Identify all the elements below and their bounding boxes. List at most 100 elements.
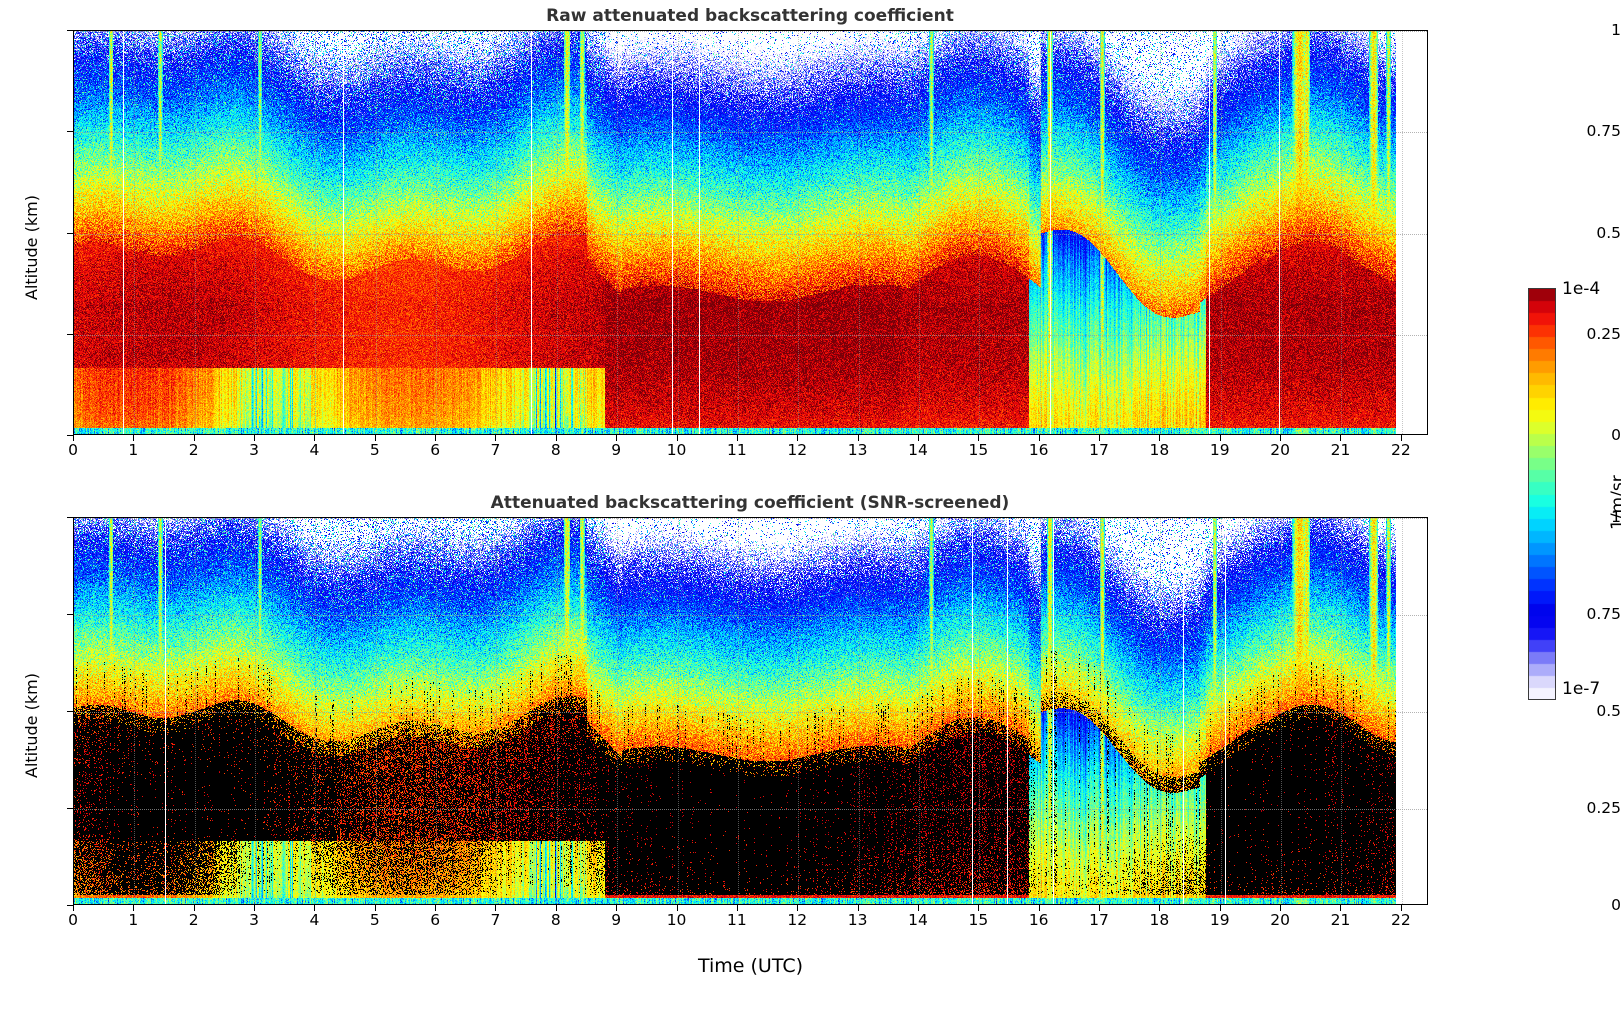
heatmap-screened-canvas	[74, 518, 1427, 904]
ytick-raw-05: 0.5	[1596, 223, 1621, 242]
xtick-label-9: 9	[611, 441, 622, 459]
xtickmark-16	[1038, 905, 1040, 911]
ytickmark-raw-05	[67, 232, 73, 234]
heatmap-raw-canvas	[74, 31, 1427, 434]
xtickmark-17	[1099, 905, 1101, 911]
xtickmark-14	[917, 435, 919, 441]
xtickmark-13	[857, 905, 859, 911]
xtickmark-5	[374, 905, 376, 911]
xtick-label-14: 14	[908, 911, 928, 929]
xtick-label-6: 6	[430, 911, 441, 929]
xtickmark-12	[797, 435, 799, 441]
xtick-label-12: 12	[787, 441, 808, 459]
xtickmark-4	[314, 905, 316, 911]
xtickmark-5	[374, 435, 376, 441]
xtick-label-21: 21	[1330, 911, 1351, 929]
xtickmark-4	[314, 435, 316, 441]
ytickmark-raw-025	[67, 333, 73, 335]
xtick-label-11: 11	[727, 911, 747, 929]
xtickmark-9	[616, 905, 618, 911]
ytickmark-scr-0	[67, 905, 73, 906]
xtickmark-19	[1219, 435, 1221, 441]
xtickmark-11	[736, 435, 738, 441]
xtick-label-15: 15	[968, 441, 989, 459]
xtickmark-15	[978, 435, 980, 441]
axes-raw-backscatter[interactable]	[73, 30, 1428, 435]
ylabel-screened: Altitude (km)	[22, 673, 41, 778]
xtick-label-20: 20	[1270, 911, 1290, 929]
colorbar-tick-max: 1e-4	[1562, 279, 1601, 299]
xtick-label-17: 17	[1089, 911, 1109, 929]
panel-screened-title: Attenuated backscattering coefficient (S…	[490, 493, 1010, 513]
ytickmark-scr-1	[67, 517, 73, 518]
xtickmark-18	[1159, 905, 1161, 911]
xtickmark-22	[1400, 905, 1402, 911]
xtickmark-10	[676, 435, 678, 441]
xlabel-time: Time (UTC)	[697, 955, 804, 977]
xtickmark-12	[797, 905, 799, 911]
axes-screened-backscatter[interactable]	[73, 517, 1428, 905]
xtickmark-10	[676, 905, 678, 911]
xtickmark-1	[133, 435, 135, 441]
xtickmark-7	[495, 435, 497, 441]
ytick-raw-025: 0.25	[1586, 324, 1621, 343]
xtick-label-8: 8	[550, 911, 561, 929]
xtickmark-21	[1340, 905, 1342, 911]
xtickmark-19	[1219, 905, 1221, 911]
xtick-label-15: 15	[968, 911, 989, 929]
xtickmark-20	[1280, 905, 1282, 911]
xtick-label-13: 13	[847, 441, 868, 459]
xtick-label-13: 13	[847, 911, 868, 929]
ytick-scr-0: 0	[1611, 896, 1621, 914]
ytickmark-raw-1	[67, 30, 73, 31]
ylabel-raw: Altitude (km)	[22, 195, 41, 300]
xtickmark-15	[978, 905, 980, 911]
xtick-label-4: 4	[309, 441, 320, 459]
xtick-label-11: 11	[727, 441, 747, 459]
xtick-label-2: 2	[188, 911, 199, 929]
ytick-raw-075: 0.75	[1586, 122, 1621, 141]
xtick-label-18: 18	[1149, 441, 1170, 459]
xtick-label-16: 16	[1028, 911, 1049, 929]
xtick-label-18: 18	[1149, 911, 1170, 929]
xtick-label-7: 7	[490, 441, 501, 459]
xtick-label-16: 16	[1028, 441, 1049, 459]
xtick-label-0: 0	[68, 911, 78, 929]
xtickmark-6	[435, 435, 437, 441]
ytickmark-scr-025	[67, 808, 73, 809]
xtick-label-17: 17	[1089, 441, 1109, 459]
xtick-label-0: 0	[68, 441, 78, 459]
xtick-label-14: 14	[908, 441, 928, 459]
colorbar-group: 1e-4 1e-7 1/m/sr	[1460, 250, 1621, 750]
xtick-label-1: 1	[128, 911, 139, 929]
ytickmark-raw-075	[67, 131, 73, 133]
xtick-label-10: 10	[666, 911, 687, 929]
xtick-label-2: 2	[188, 441, 199, 459]
xtickmark-16	[1038, 435, 1040, 441]
xtick-label-5: 5	[369, 441, 380, 459]
ytick-scr-075: 0.75	[1586, 605, 1621, 623]
ytick-scr-1: 1	[1611, 508, 1621, 526]
xtick-label-7: 7	[490, 911, 501, 929]
xtickmark-9	[616, 435, 618, 441]
xtick-label-1: 1	[128, 441, 139, 459]
xtickmark-0	[73, 905, 74, 911]
xtickmark-3	[254, 905, 256, 911]
colorbar-axis-label: 1/m/sr	[1608, 475, 1621, 530]
xtickmark-6	[435, 905, 437, 911]
ytick-raw-0: 0	[1611, 426, 1621, 444]
xtick-label-19: 19	[1209, 911, 1230, 929]
xtickmark-20	[1280, 435, 1282, 441]
colorbar[interactable]	[1528, 288, 1556, 700]
xtickmark-13	[857, 435, 859, 441]
xtickmark-8	[555, 905, 557, 911]
xtickmark-1	[133, 905, 135, 911]
xtick-label-3: 3	[249, 441, 259, 459]
xtick-label-10: 10	[666, 441, 687, 459]
xtickmark-21	[1340, 435, 1342, 441]
xtick-label-22: 22	[1390, 911, 1411, 929]
xtick-label-5: 5	[369, 911, 380, 929]
panel-raw-title: Raw attenuated backscattering coefficien…	[546, 6, 954, 26]
xtickmark-14	[917, 905, 919, 911]
